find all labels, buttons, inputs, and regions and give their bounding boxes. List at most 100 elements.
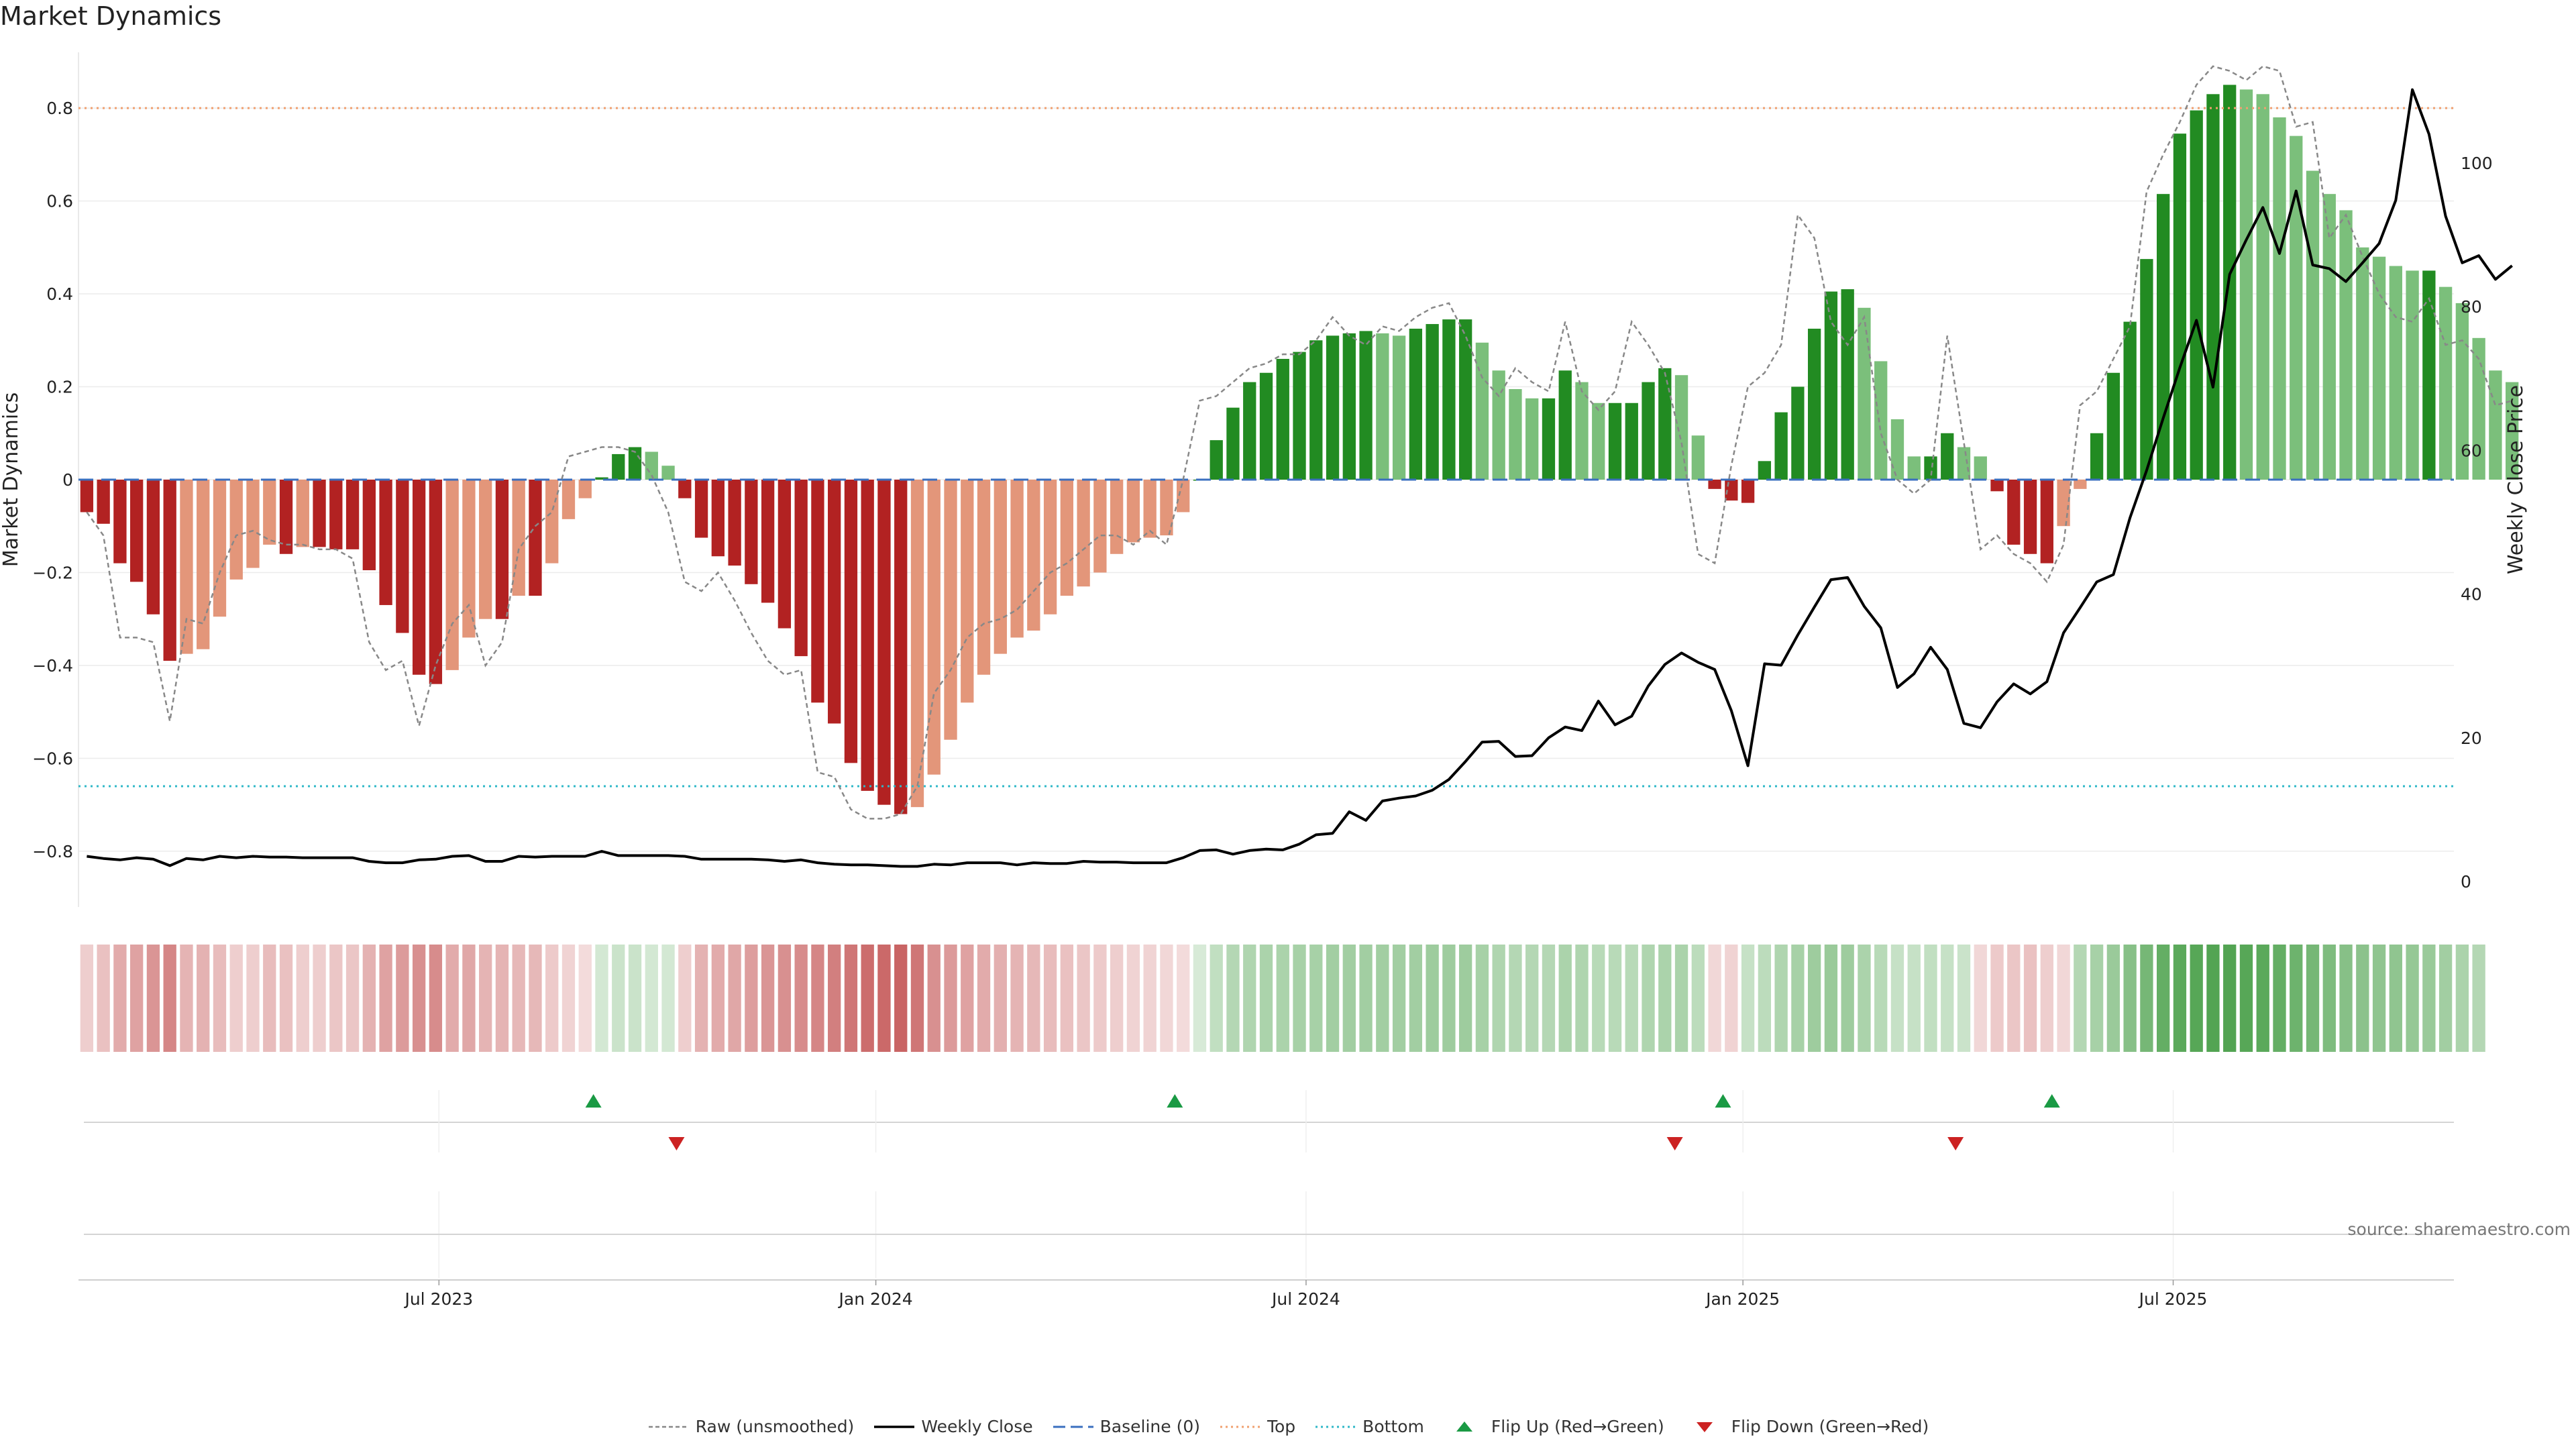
- bar: [1592, 402, 1605, 480]
- legend-label: Raw (unsmoothed): [695, 1417, 855, 1436]
- bar: [1907, 456, 1921, 480]
- bar: [495, 480, 509, 619]
- bar: [2023, 480, 2037, 554]
- heat-cell: [977, 945, 991, 1052]
- bar: [545, 480, 559, 564]
- heat-cell: [894, 945, 908, 1052]
- bar: [80, 480, 94, 513]
- bar: [246, 480, 260, 568]
- heat-cell: [661, 945, 675, 1052]
- y2-tick-label: 80: [2461, 297, 2482, 317]
- bar: [1791, 386, 1805, 480]
- heat-cell: [1243, 945, 1256, 1052]
- heat-cell: [1525, 945, 1539, 1052]
- bar: [130, 480, 144, 582]
- heat-cell: [296, 945, 309, 1052]
- legend-swatch-close: [874, 1425, 915, 1428]
- bar: [2140, 259, 2153, 480]
- bar: [1558, 370, 1572, 480]
- flip-down-marker: [1666, 1137, 1683, 1150]
- y2-tick-label: 20: [2461, 729, 2482, 748]
- heat-cell: [80, 945, 94, 1052]
- x-axis: Jul 2023 Jan 2024 Jul 2024 Jan 2025 Jul 2025: [78, 1279, 2454, 1309]
- heat-cell: [1027, 945, 1040, 1052]
- heat-cell: [2157, 945, 2170, 1052]
- heat-cell: [146, 945, 160, 1052]
- legend-swatch-bottom: [1316, 1426, 1356, 1428]
- bar: [2106, 372, 2121, 480]
- bar: [944, 480, 957, 740]
- heat-cell: [1458, 945, 1472, 1052]
- bar: [329, 480, 343, 549]
- source-note: source: sharemaestro.com: [2347, 1220, 2571, 1239]
- heat-cell: [1392, 945, 1406, 1052]
- bar: [927, 480, 941, 775]
- heat-cell: [1492, 945, 1505, 1052]
- bar: [2273, 117, 2286, 480]
- bar: [2306, 170, 2320, 480]
- bar: [612, 453, 625, 480]
- heat-cell: [1774, 945, 1788, 1052]
- heat-cell: [2057, 945, 2070, 1052]
- heat-cell: [2206, 945, 2220, 1052]
- bar: [2438, 286, 2453, 480]
- bar: [213, 480, 227, 617]
- legend-item-top: Top: [1219, 1417, 1295, 1436]
- heat-cell: [2306, 945, 2320, 1052]
- y-tick-label: 0.8: [46, 99, 73, 118]
- heat-cell: [2455, 945, 2469, 1052]
- y-tick-label: −0.6: [32, 749, 73, 768]
- heat-cell: [429, 945, 443, 1052]
- bar: [1143, 480, 1157, 538]
- heat-cell: [561, 945, 576, 1052]
- heat-cell: [694, 945, 708, 1052]
- heat-cell: [246, 945, 260, 1052]
- heat-cell: [844, 945, 858, 1052]
- heat-cell: [628, 945, 642, 1052]
- heat-cell: [1858, 945, 1871, 1052]
- bar: [1841, 289, 1854, 480]
- bar: [1376, 333, 1389, 480]
- bar: [561, 480, 576, 519]
- bar: [1060, 480, 1074, 596]
- legend-label: Flip Up (Red→Green): [1491, 1417, 1664, 1436]
- bar: [1674, 375, 1688, 480]
- bar: [1575, 382, 1589, 480]
- legend-label: Top: [1267, 1417, 1296, 1436]
- heat-cell: [279, 945, 293, 1052]
- bar: [229, 480, 243, 580]
- heat-cell: [2438, 945, 2453, 1052]
- y-tick-label: −0.8: [32, 842, 73, 861]
- bar: [1309, 340, 1323, 480]
- bar: [1010, 480, 1024, 638]
- bar: [2506, 382, 2519, 480]
- heat-cell: [2422, 945, 2436, 1052]
- heat-cell: [1509, 945, 1522, 1052]
- heat-cell: [1126, 945, 1140, 1052]
- bar: [1941, 433, 1954, 480]
- heat-cell: [877, 945, 891, 1052]
- bar: [1525, 398, 1539, 480]
- empty-panel: [84, 1191, 2454, 1278]
- heat-cell: [1625, 945, 1638, 1052]
- bar: [661, 466, 675, 480]
- heat-cell: [2106, 945, 2121, 1052]
- y-tick-label: −0.4: [32, 656, 73, 676]
- x-tick-label: Jan 2025: [1705, 1289, 1780, 1309]
- bar: [1293, 352, 1306, 480]
- bar: [2256, 94, 2269, 480]
- heat-cell: [495, 945, 509, 1052]
- bar: [694, 480, 708, 538]
- heat-cell: [1841, 945, 1854, 1052]
- heat-cell: [595, 945, 608, 1052]
- bar: [1658, 368, 1672, 480]
- bar: [1542, 398, 1556, 480]
- heat-cell: [2339, 945, 2353, 1052]
- heat-cell: [1259, 945, 1273, 1052]
- heat-cell: [529, 945, 542, 1052]
- y2-tick-label: 40: [2461, 585, 2482, 604]
- heat-cell: [728, 945, 741, 1052]
- heat-cell: [1642, 945, 1655, 1052]
- heat-cell: [1093, 945, 1107, 1052]
